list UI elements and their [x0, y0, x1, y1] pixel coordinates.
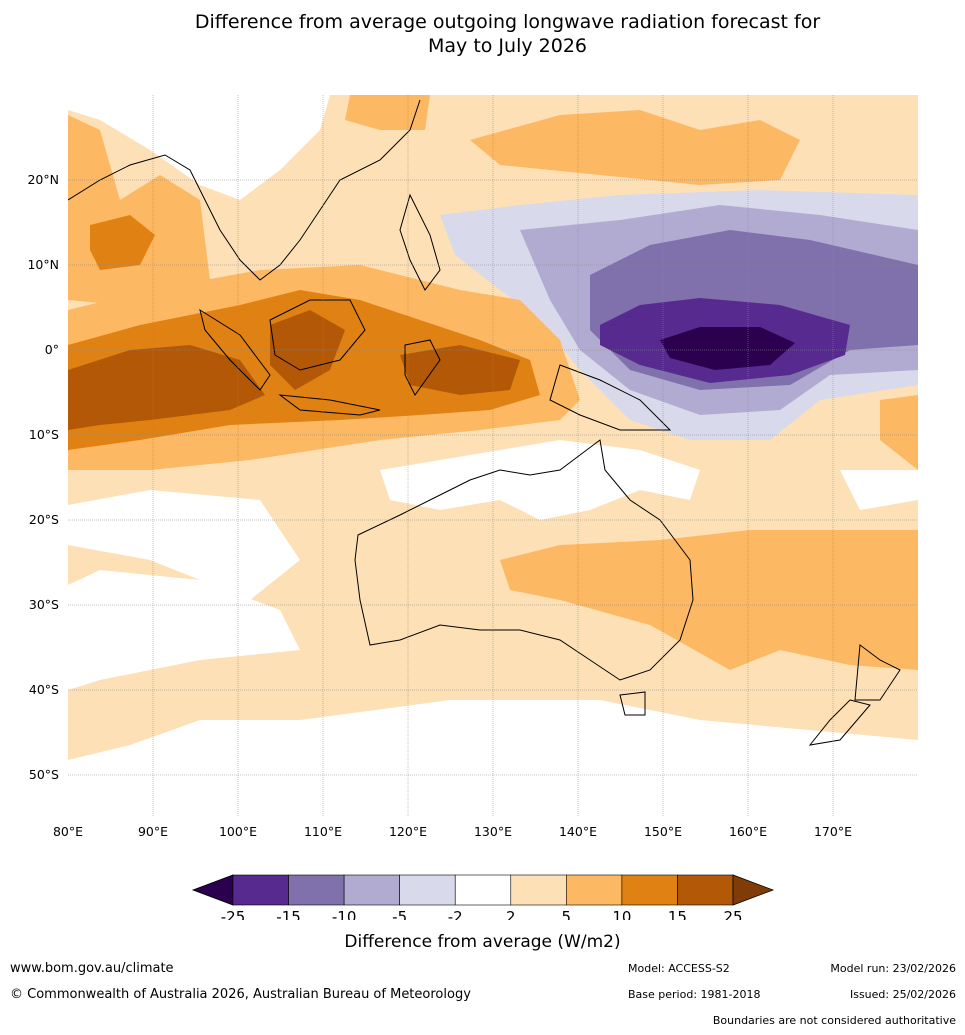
colorbar-tick-label: -10 [332, 908, 357, 920]
map-title: Difference from average outgoing longwav… [0, 10, 965, 58]
colorbar-box [454, 874, 512, 906]
lat-label: 20°N [27, 172, 59, 187]
new-guinea-coastline [549, 364, 672, 431]
near-average-region-west [68, 490, 300, 600]
tasmania-coastline [619, 691, 646, 716]
footer-copyright: © Commonwealth of Australia 2026, Austra… [10, 987, 471, 1002]
latitude-labels: 20°N 10°N 0° 10°S 20°S 30°S 40°S 50°S [27, 172, 59, 782]
colorbar-labels: -25 -15 -10 -5 -2 2 5 10 15 25 [221, 908, 743, 920]
colorbar-tick-label: 5 [562, 908, 572, 920]
lon-label: 100°E [219, 824, 257, 839]
footer-model: Model: ACCESS-S2 [628, 962, 730, 975]
colorbar-box [232, 874, 289, 906]
colorbar-box [677, 874, 734, 906]
colorbar-title: Difference from average (W/m2) [344, 932, 621, 952]
forecast-map: 80°E 90°E 100°E 110°E 120°E 130°E 140°E … [27, 95, 918, 920]
lon-label: 160°E [729, 824, 767, 839]
colorbar-tick-label: -15 [276, 908, 301, 920]
footer-issued: Issued: 25/02/2026 [849, 988, 956, 1001]
asia-coastline [68, 99, 421, 281]
lat-label: 0° [45, 342, 59, 357]
map-title-line1: Difference from average outgoing longwav… [194, 11, 821, 33]
australia-coastline [354, 439, 694, 681]
near-average-region-southwest-pacific [840, 470, 918, 510]
near-average-region-southwest [68, 570, 300, 690]
lon-label: 80°E [53, 824, 83, 839]
graticule [68, 95, 918, 817]
lon-label: 170°E [814, 824, 852, 839]
colorbar-extend-max [732, 874, 775, 906]
colorbar-box [288, 874, 345, 906]
borneo-coastline [269, 299, 366, 371]
lon-label: 90°E [138, 824, 168, 839]
lon-label: 120°E [389, 824, 427, 839]
colorbar-box [399, 874, 456, 906]
new-zealand-coastline [808, 644, 901, 746]
positive-anomaly-region-east-china [345, 95, 430, 130]
lon-label: 150°E [644, 824, 682, 839]
positive-anomaly-region-strong-bengal [90, 215, 155, 270]
lat-label: 10°N [27, 257, 59, 272]
lat-label: 10°S [29, 427, 59, 442]
footer-base-period: Base period: 1981-2018 [628, 988, 761, 1001]
colorbar-tick-label: -5 [392, 908, 407, 920]
positive-anomaly-region-very-strong-sulawesi [400, 345, 520, 395]
coastlines [68, 99, 901, 746]
colorbar-tick-label: 25 [723, 908, 742, 920]
positive-anomaly-region-moderate-australia [500, 530, 918, 670]
colorbar-box [510, 874, 567, 906]
positive-anomaly-region-very-strong-borneo [270, 310, 345, 390]
lon-label: 130°E [474, 824, 512, 839]
lon-label: 110°E [304, 824, 342, 839]
lat-label: 20°S [29, 512, 59, 527]
colorbar-tick-label: 15 [668, 908, 687, 920]
longitude-labels: 80°E 90°E 100°E 110°E 120°E 130°E 140°E … [53, 824, 852, 839]
near-average-region-north-australia [380, 440, 700, 520]
philippines-coastline [399, 193, 441, 291]
colorbar-box [343, 874, 400, 906]
lon-label: 140°E [559, 824, 597, 839]
java-coastline [278, 394, 381, 416]
near-average-region-south [68, 700, 918, 817]
lat-label: 30°S [29, 597, 59, 612]
colorbar-extend-min [191, 874, 234, 906]
negative-anomaly-core [660, 327, 795, 370]
near-average-region-north [68, 95, 330, 200]
map-title-line2: May to July 2026 [428, 35, 587, 57]
sumatra-coastline [199, 308, 271, 391]
footer-url[interactable]: www.bom.gov.au/climate [10, 961, 174, 976]
positive-anomaly-region-very-strong-indian-ocean [68, 345, 265, 430]
footer-disclaimer: Boundaries are not considered authoritat… [712, 1014, 956, 1027]
colorbar-box [566, 874, 623, 906]
footer-model-run: Model run: 23/02/2026 [830, 962, 956, 975]
colorbar-tick-label: -2 [448, 908, 463, 920]
colorbar-box [621, 874, 678, 906]
colorbar-tick-label: -25 [221, 908, 246, 920]
colorbar-tick-label: 2 [506, 908, 516, 920]
colorbar: -25 -15 -10 -5 -2 2 5 10 15 25 [191, 874, 775, 920]
lat-label: 40°S [29, 682, 59, 697]
positive-anomaly-region-china-sea [470, 110, 800, 185]
lat-label: 50°S [29, 767, 59, 782]
colorbar-boxes [232, 874, 734, 906]
positive-anomaly-region-coral-sea [880, 395, 918, 470]
sulawesi-coastline [404, 339, 441, 396]
colorbar-tick-label: 10 [612, 908, 631, 920]
